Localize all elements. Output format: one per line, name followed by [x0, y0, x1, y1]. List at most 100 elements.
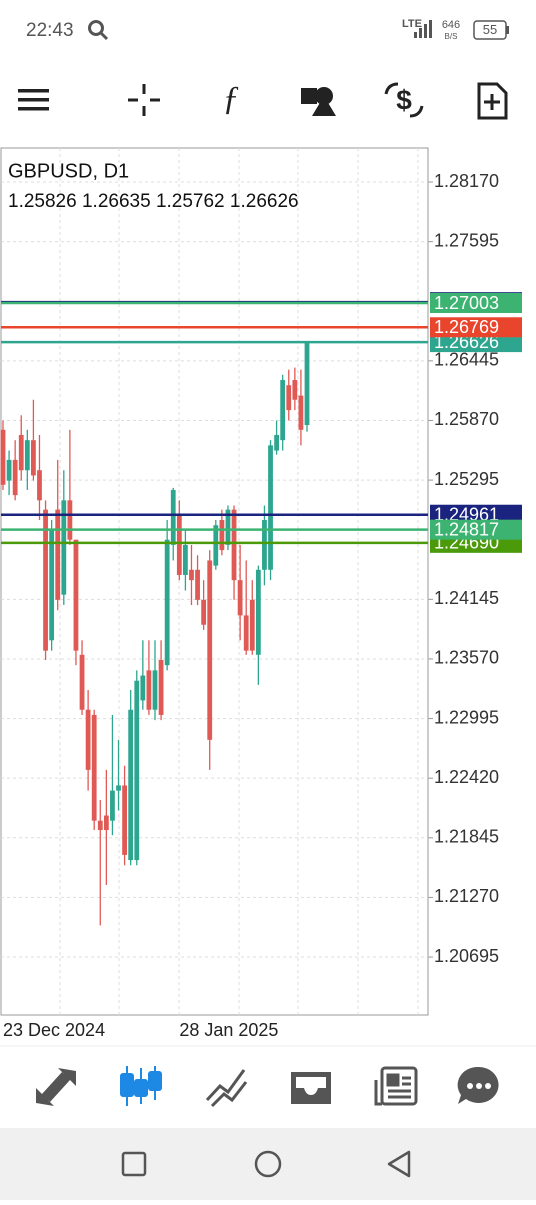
candle-body — [140, 675, 146, 701]
news-tab[interactable] — [374, 1066, 418, 1106]
price-label: 1.26769 — [434, 317, 499, 337]
crosshair-button[interactable] — [128, 84, 160, 116]
menu-button[interactable] — [18, 89, 49, 111]
candle-body — [0, 429, 6, 485]
candle-body — [237, 580, 243, 616]
x-tick-label: 23 Dec 2024 — [3, 1020, 105, 1040]
chart-frame — [0, 147, 429, 1016]
candle-body — [24, 440, 30, 471]
candle-body — [170, 489, 176, 545]
price-label-box — [430, 317, 522, 338]
candle-body — [298, 395, 304, 430]
history-tab[interactable] — [291, 1072, 331, 1104]
candle-body — [268, 445, 273, 570]
candle-body — [280, 380, 286, 441]
candle-body — [55, 509, 61, 600]
chart-title: GBPUSD, D1 — [8, 160, 129, 182]
objects-button[interactable] — [301, 87, 336, 116]
status-network: LTE — [402, 18, 422, 30]
price-label: 1.24817 — [434, 519, 499, 539]
candle-body — [255, 569, 261, 655]
candle-body — [12, 459, 18, 496]
recents-button[interactable] — [121, 1151, 147, 1177]
indicators-button[interactable]: ƒ — [223, 80, 240, 117]
y-tick-label: 1.24145 — [434, 588, 499, 608]
candle-body — [85, 709, 91, 770]
candle-body — [183, 544, 188, 575]
candle-body — [249, 599, 255, 651]
candle-body — [116, 785, 121, 791]
new-order-button[interactable] — [477, 82, 508, 120]
system-nav — [0, 1128, 536, 1200]
candle-body — [49, 530, 55, 641]
back-button[interactable] — [387, 1150, 411, 1178]
candle-body — [103, 815, 109, 831]
candle-body — [158, 659, 164, 715]
candle-body — [225, 509, 231, 545]
candle-body — [292, 380, 298, 400]
y-tick-label: 1.25870 — [434, 409, 499, 429]
chart-tab[interactable] — [120, 1066, 162, 1106]
candle-body — [231, 509, 237, 581]
ohlc-header: 1.25826 1.26635 1.25762 1.26626 — [8, 191, 299, 212]
y-tick-label: 1.21845 — [434, 827, 499, 847]
trade-button[interactable]: $ — [384, 82, 424, 118]
candle-body — [207, 560, 213, 740]
candle-body — [304, 342, 310, 426]
candle-body — [122, 785, 127, 855]
status-battery: 55 — [483, 22, 497, 37]
x-tick-label: 28 Jan 2025 — [179, 1020, 278, 1040]
plot — [0, 181, 428, 958]
candle-body — [164, 539, 170, 666]
candle-body — [6, 459, 12, 481]
candle-body — [201, 599, 207, 625]
status-time: 22:43 — [26, 20, 74, 41]
y-tick-label: 1.26445 — [434, 350, 499, 370]
y-tick-label: 1.25295 — [434, 469, 499, 489]
candle-body — [97, 820, 103, 831]
candle-body — [243, 615, 249, 651]
svg-text:$: $ — [396, 84, 412, 115]
quotes-tab[interactable] — [36, 1068, 76, 1106]
candle-body — [152, 670, 158, 710]
candle-body — [43, 509, 48, 651]
high-value: 1.26635 — [82, 191, 151, 212]
price-label: 1.27003 — [434, 293, 499, 313]
vertical-grid — [59, 148, 419, 1015]
candle-body — [195, 569, 200, 600]
battery-icon — [473, 20, 509, 40]
candle-body — [286, 385, 292, 411]
y-tick-label: 1.28170 — [434, 171, 499, 191]
candle-body — [37, 470, 42, 501]
search-icon — [88, 20, 109, 41]
low-value: 1.25762 — [156, 191, 225, 212]
y-tick-label: 1.23570 — [434, 648, 499, 668]
candle-body — [18, 434, 24, 471]
close-value: 1.26626 — [230, 191, 299, 212]
y-tick-label: 1.21270 — [434, 886, 499, 906]
price-label-box — [430, 293, 522, 314]
home-button[interactable] — [254, 1150, 282, 1178]
price-label-box — [430, 519, 522, 540]
trade-tab[interactable] — [205, 1069, 248, 1108]
candle-body — [61, 500, 67, 595]
candle-body — [189, 569, 194, 581]
candle-body — [262, 520, 267, 570]
y-tick-label: 1.22420 — [434, 767, 499, 787]
candle-body — [274, 434, 279, 451]
status-speed: 646 — [442, 19, 460, 31]
candle-body — [110, 790, 115, 821]
candle-body — [67, 500, 73, 540]
y-tick-label: 1.27595 — [434, 230, 499, 250]
candle-body — [79, 654, 85, 710]
y-tick-label: 1.22995 — [434, 707, 499, 727]
chat-tab[interactable] — [457, 1066, 499, 1104]
candle-body — [128, 709, 134, 861]
price-label: 1.24961 — [434, 504, 499, 524]
candle-body — [219, 520, 225, 551]
y-tick-label: 1.20695 — [434, 946, 499, 966]
candle-body — [134, 680, 140, 861]
candle-body — [91, 714, 97, 821]
